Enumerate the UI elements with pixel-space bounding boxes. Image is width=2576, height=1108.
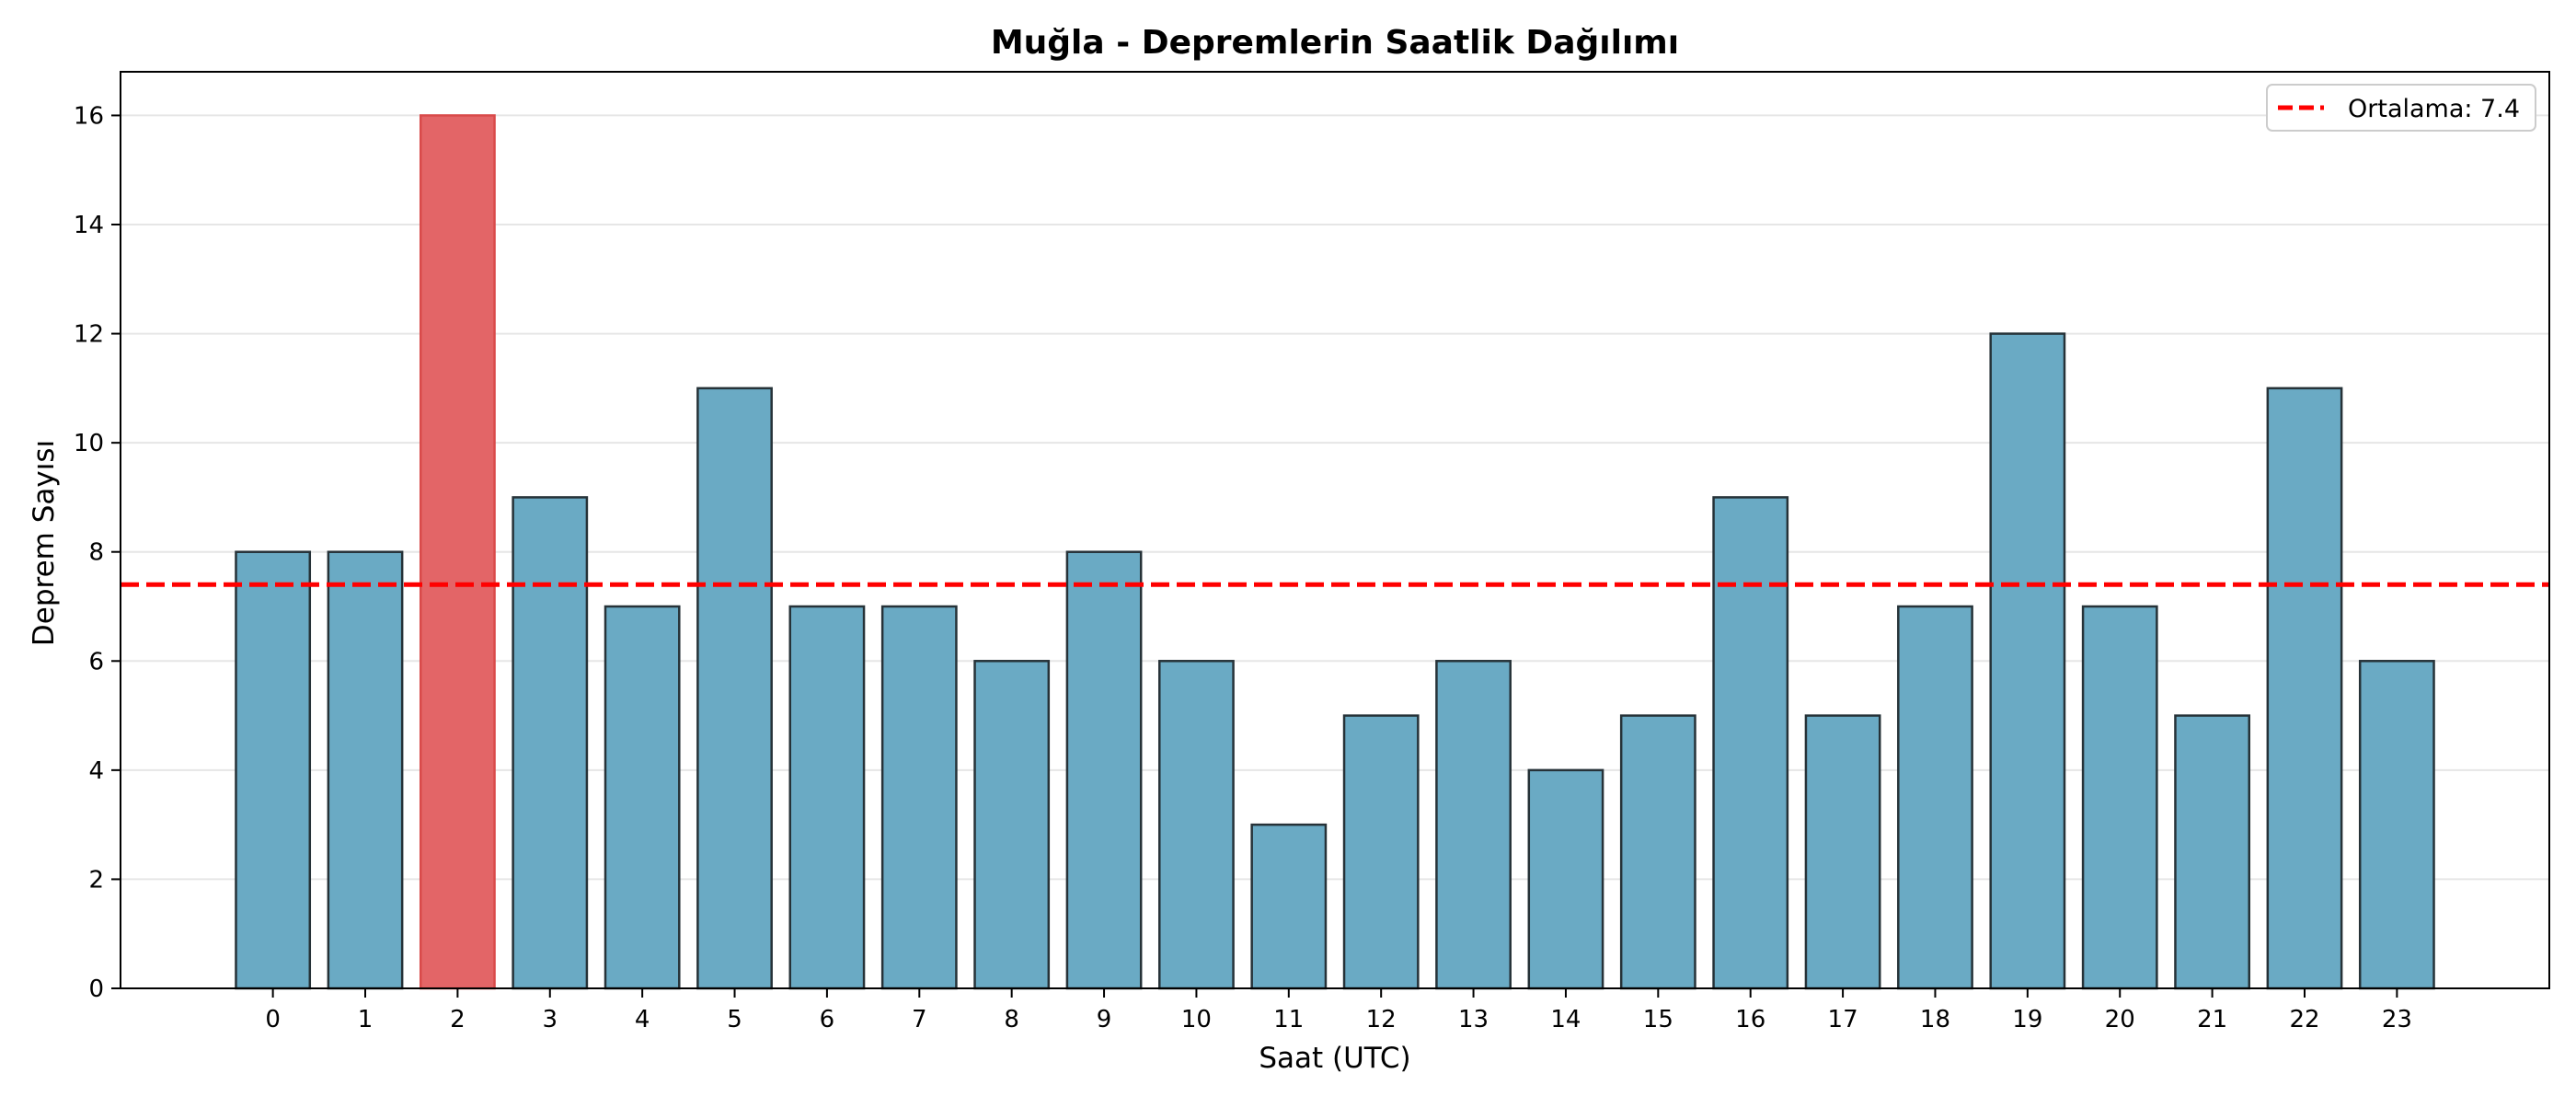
bar [880, 605, 958, 990]
y-ticks: 0 2 4 6 8 10 12 14 16 [74, 102, 121, 1003]
bar [1527, 768, 1604, 990]
bar [1250, 823, 1328, 990]
bars [235, 114, 2435, 990]
legend: Ortalama: 7.4 [2266, 84, 2536, 132]
bar [2081, 605, 2158, 990]
plot-frame [120, 71, 2550, 989]
x-tick-label: 10 [1181, 1006, 1212, 1033]
x-tick-label: 3 [542, 1006, 558, 1033]
x-tick-label: 12 [1366, 1006, 1397, 1033]
bar [1619, 714, 1696, 990]
bar [973, 660, 1051, 990]
bar [2174, 714, 2251, 990]
y-tick-label: 0 [88, 975, 104, 1003]
bar [604, 605, 681, 990]
x-tick-label: 4 [635, 1006, 650, 1033]
bar [1897, 605, 1973, 990]
x-tick-label: 5 [727, 1006, 742, 1033]
x-tick-label: 7 [912, 1006, 927, 1033]
y-tick-label: 6 [88, 648, 104, 675]
bar [1158, 660, 1235, 990]
x-tick-label: 17 [1828, 1006, 1858, 1033]
x-axis-label: Saat (UTC) [1259, 1042, 1410, 1075]
x-tick-label: 2 [450, 1006, 466, 1033]
x-tick-label: 22 [2289, 1006, 2319, 1033]
bar [1065, 550, 1143, 990]
y-axis-label: Deprem Sayısı [28, 440, 61, 646]
y-tick-label: 16 [74, 102, 104, 130]
bar [1989, 332, 2066, 990]
bar [1435, 660, 1512, 990]
y-tick-label: 14 [74, 212, 104, 239]
x-tick-label: 13 [1458, 1006, 1489, 1033]
x-tick-label: 21 [2197, 1006, 2227, 1033]
x-tick-label: 9 [1097, 1006, 1112, 1033]
x-tick-label: 20 [2105, 1006, 2135, 1033]
bar-highlight [419, 114, 496, 990]
y-tick-label: 2 [88, 866, 104, 894]
bar [788, 605, 866, 990]
y-tick-label: 12 [74, 321, 104, 349]
bar [1804, 714, 1881, 990]
x-tick-label: 18 [1920, 1006, 1950, 1033]
bar [1342, 714, 1420, 990]
y-tick-label: 4 [88, 757, 104, 785]
y-tick-label: 10 [74, 430, 104, 457]
x-tick-label: 19 [2012, 1006, 2042, 1033]
legend-box [2266, 84, 2536, 132]
x-tick-label: 15 [1643, 1006, 1673, 1033]
axes [120, 71, 2550, 989]
legend-mean-label: Ortalama: 7.4 [2348, 95, 2520, 123]
bar [696, 387, 773, 990]
bar [327, 550, 404, 990]
x-tick-label: 11 [1273, 1006, 1304, 1033]
x-tick-label: 8 [1004, 1006, 1019, 1033]
bar [235, 550, 312, 990]
bar [512, 496, 589, 990]
x-tick-label: 6 [820, 1006, 835, 1033]
x-tick-label: 0 [265, 1006, 281, 1033]
chart-title: Muğla - Depremlerin Saatlik Dağılımı [991, 24, 1679, 62]
x-ticks: 0 1 2 3 4 5 6 7 8 9 10 11 12 13 14 15 16 17 18 19 20 21 22 23 [265, 988, 2412, 1033]
bar [1712, 496, 1789, 990]
x-tick-label: 23 [2382, 1006, 2412, 1033]
x-tick-label: 14 [1550, 1006, 1581, 1033]
x-tick-label: 16 [1735, 1006, 1765, 1033]
bar [2266, 387, 2343, 990]
y-tick-label: 8 [88, 539, 104, 567]
bar [2358, 660, 2435, 990]
x-tick-label: 1 [358, 1006, 374, 1033]
